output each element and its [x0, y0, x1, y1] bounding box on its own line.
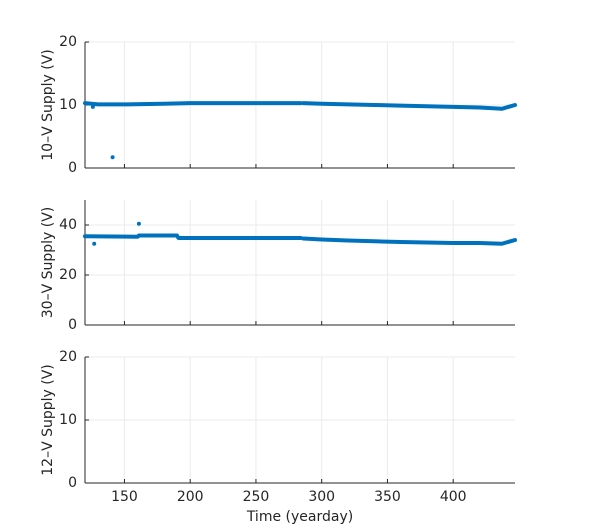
y-tick-label: 10 — [59, 412, 77, 428]
y-tick-label: 20 — [59, 34, 77, 50]
data-line — [83, 101, 517, 111]
y-tick-label: 20 — [59, 267, 77, 283]
data-point — [90, 104, 95, 109]
y-tick-label: 0 — [68, 475, 77, 491]
data-line — [83, 233, 517, 246]
y-axis-label: 12–V Supply (V) — [40, 364, 56, 476]
y-tick-label: 0 — [68, 317, 77, 333]
y-tick-label: 0 — [68, 160, 77, 176]
data-point — [110, 155, 115, 160]
y-tick-label: 40 — [59, 217, 77, 233]
x-tick-label: 400 — [440, 489, 467, 505]
y-axis-label: 30–V Supply (V) — [40, 207, 56, 319]
y-axis-label: 10–V Supply (V) — [40, 49, 56, 161]
x-tick-label: 200 — [177, 489, 204, 505]
data-point — [92, 241, 97, 246]
x-axis-label: Time (yearday) — [246, 509, 353, 525]
y-tick-label: 10 — [59, 97, 77, 113]
y-tick-label: 20 — [59, 349, 77, 365]
x-tick-label: 350 — [374, 489, 401, 505]
x-tick-label: 250 — [243, 489, 270, 505]
x-tick-label: 300 — [308, 489, 335, 505]
plot-area — [85, 200, 515, 325]
data-point — [136, 221, 141, 226]
x-tick-label: 150 — [111, 489, 138, 505]
